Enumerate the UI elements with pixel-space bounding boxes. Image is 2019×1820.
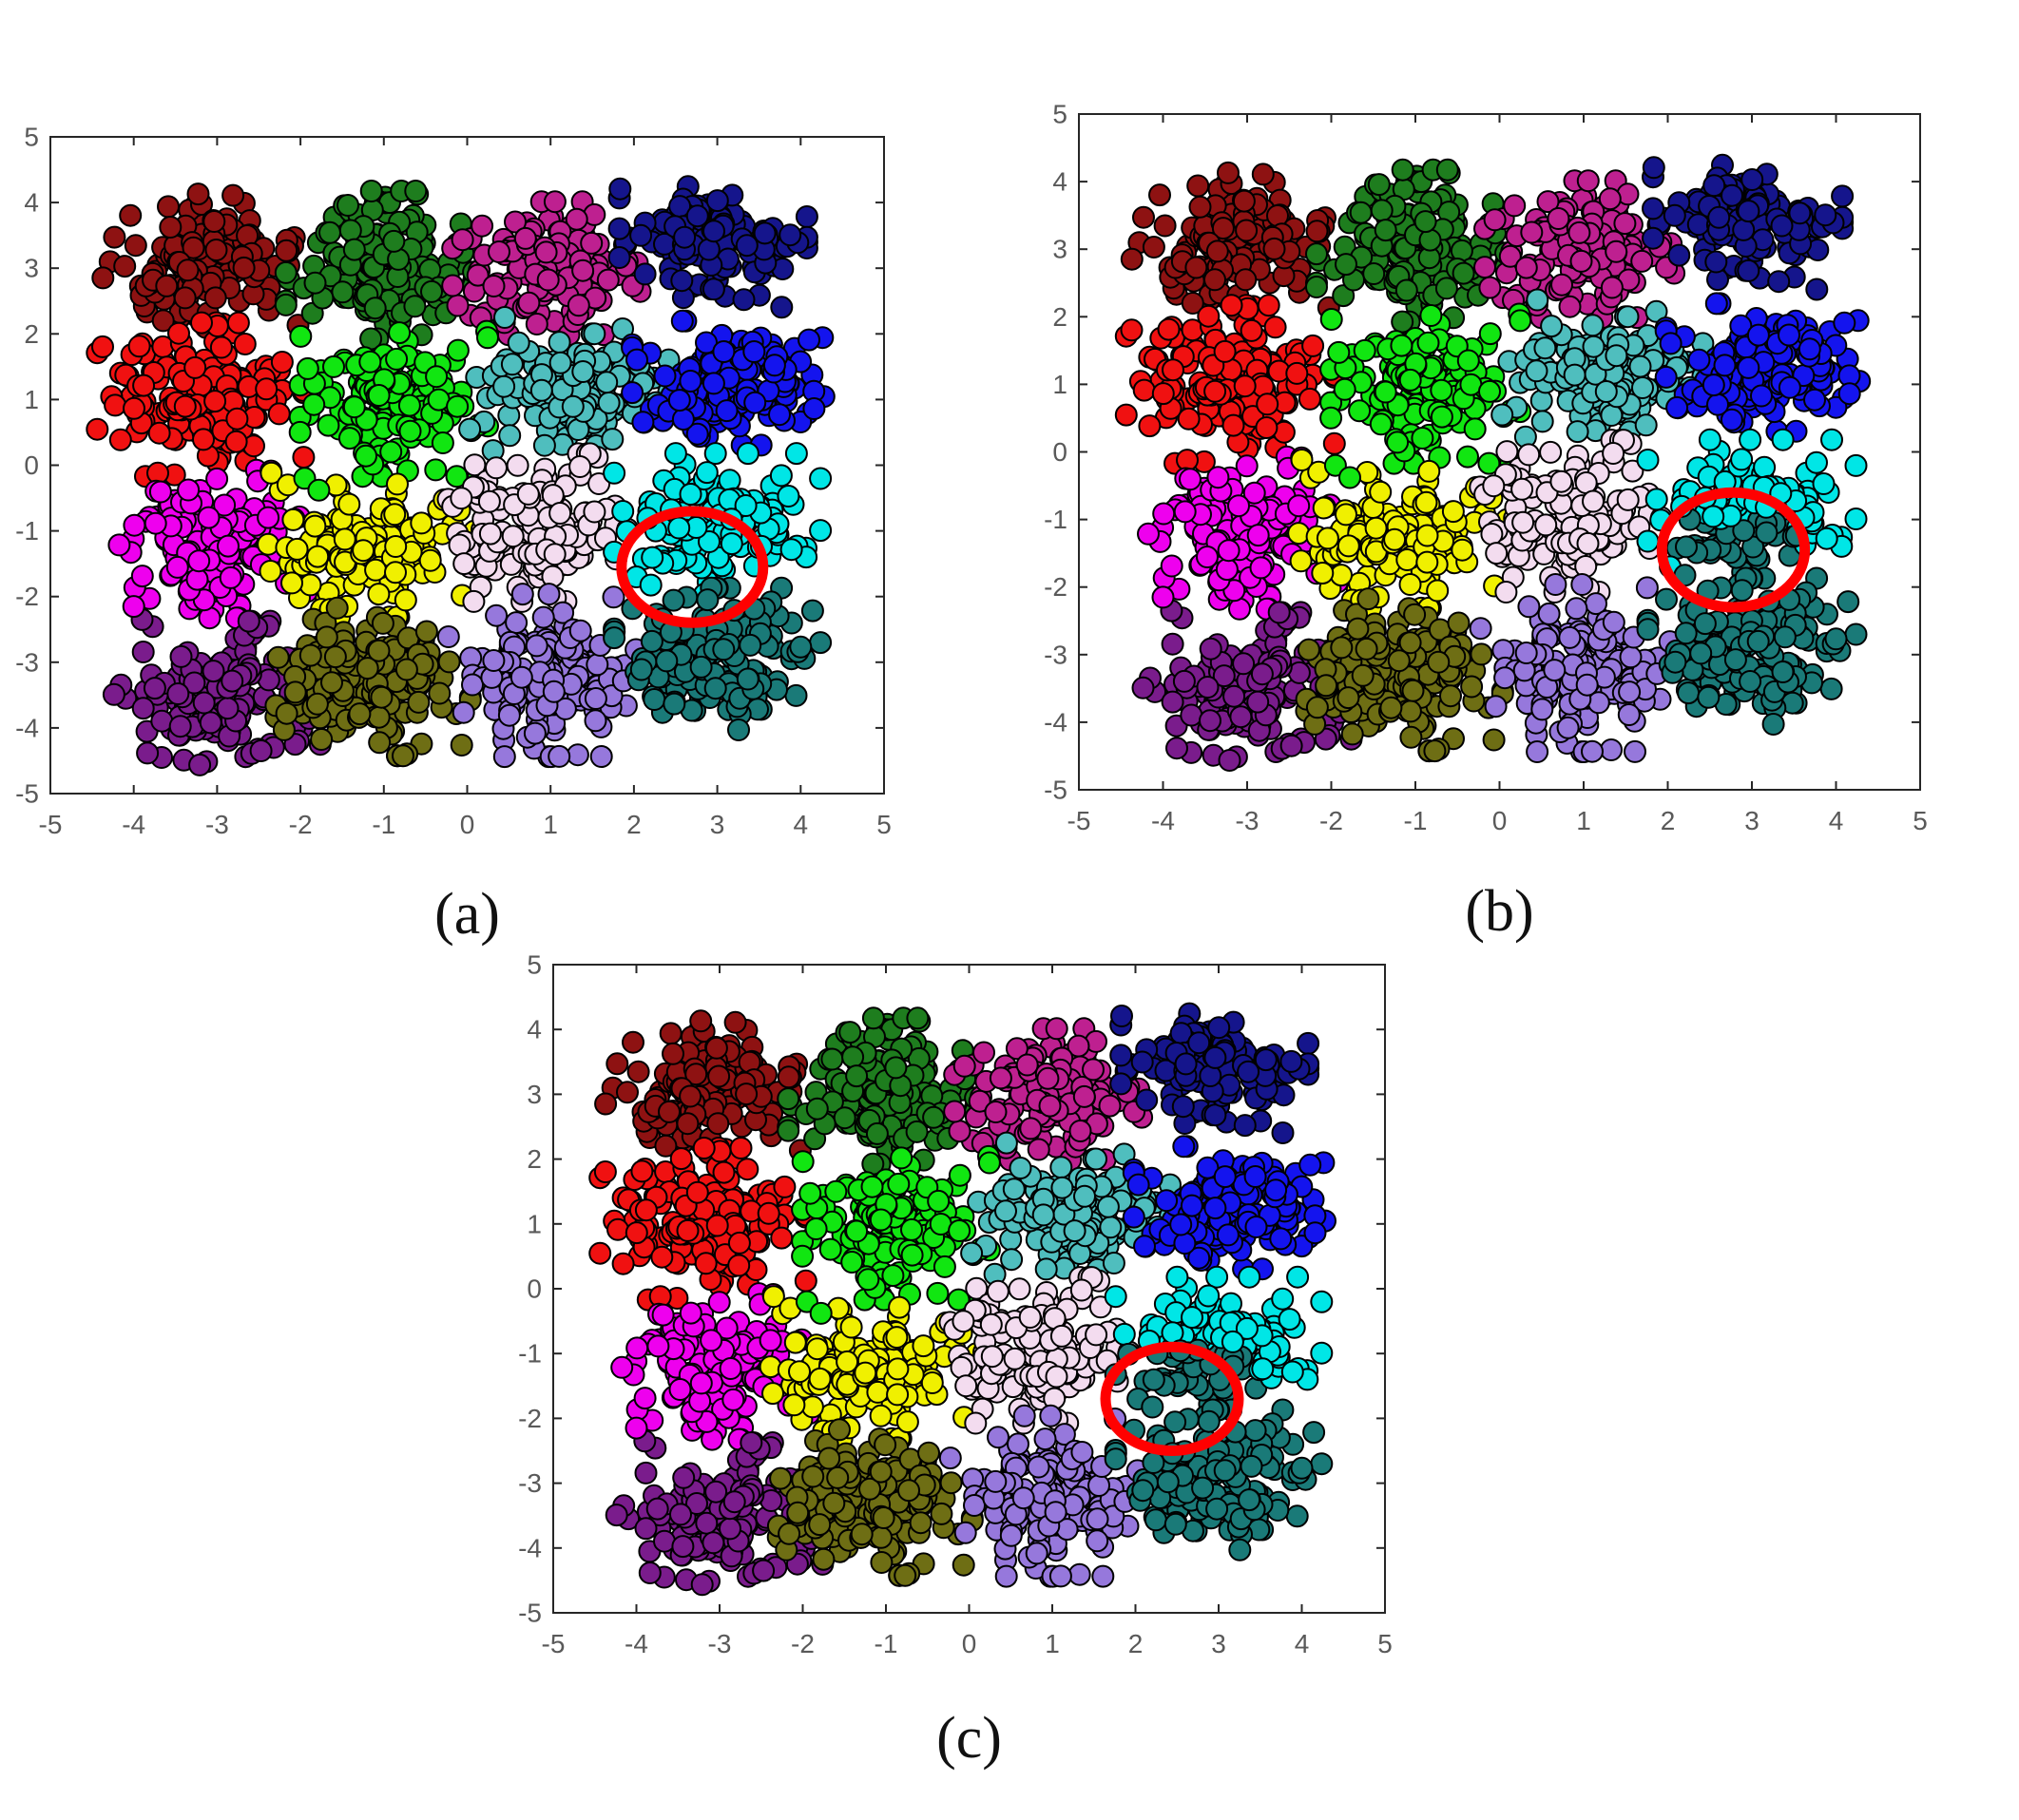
svg-text:5: 5 [1913,806,1928,835]
svg-text:-1: -1 [1404,806,1428,835]
svg-text:0: 0 [1052,437,1067,467]
svg-text:-1: -1 [518,1339,542,1369]
svg-text:-4: -4 [1044,707,1067,737]
svg-text:-2: -2 [289,810,313,839]
svg-text:-1: -1 [875,1629,898,1658]
svg-text:-4: -4 [1151,806,1175,835]
svg-text:5: 5 [24,123,39,152]
svg-text:-2: -2 [1044,572,1067,602]
svg-text:4: 4 [527,1015,542,1044]
svg-text:-4: -4 [518,1533,542,1562]
svg-text:5: 5 [1377,1629,1393,1658]
panel-caption-a: (a) [434,882,500,947]
svg-text:-4: -4 [15,713,39,742]
svg-text:5: 5 [876,810,892,839]
svg-text:3: 3 [24,254,39,283]
svg-text:-1: -1 [372,810,395,839]
svg-text:4: 4 [24,188,39,218]
panel-caption-c: (c) [936,1706,1002,1771]
svg-text:-1: -1 [15,516,39,546]
svg-text:1: 1 [1045,1629,1060,1658]
svg-text:0: 0 [527,1274,542,1304]
svg-text:4: 4 [1295,1629,1310,1658]
svg-text:5: 5 [527,950,542,980]
svg-text:-5: -5 [39,810,63,839]
svg-text:-4: -4 [625,1629,648,1658]
svg-text:-3: -3 [1044,640,1067,669]
svg-text:4: 4 [794,810,809,839]
svg-text:3: 3 [527,1080,542,1109]
svg-text:-2: -2 [1319,806,1343,835]
svg-text:3: 3 [1052,235,1067,264]
svg-text:-5: -5 [1067,806,1091,835]
svg-text:-2: -2 [15,582,39,611]
svg-text:2: 2 [24,319,39,349]
svg-text:1: 1 [1052,370,1067,399]
svg-text:1: 1 [24,385,39,414]
svg-text:5: 5 [1052,100,1067,129]
svg-text:0: 0 [24,450,39,480]
svg-text:3: 3 [710,810,725,839]
svg-text:3: 3 [1744,806,1759,835]
svg-text:-2: -2 [791,1629,815,1658]
svg-text:-3: -3 [205,810,229,839]
svg-text:2: 2 [1052,302,1067,332]
scatter-plot-c: -5 -4 -3 -2 -1 0 1 2 3 4 5 -5 -4 -3 -2 -1 0 1 2 3 4 5 [518,950,1393,1659]
svg-text:3: 3 [1211,1629,1226,1658]
svg-text:-5: -5 [15,779,39,809]
svg-text:0: 0 [460,810,475,839]
svg-text:1: 1 [527,1209,542,1238]
svg-text:2: 2 [1128,1629,1144,1658]
svg-text:4: 4 [1829,806,1844,835]
svg-text:2: 2 [1661,806,1676,835]
svg-text:-3: -3 [15,647,39,677]
svg-text:-2: -2 [518,1404,542,1433]
svg-text:-3: -3 [1236,806,1259,835]
svg-text:-5: -5 [542,1629,566,1658]
svg-text:-3: -3 [518,1468,542,1498]
svg-text:0: 0 [962,1629,977,1658]
svg-text:-1: -1 [1044,505,1067,534]
svg-text:-5: -5 [518,1599,542,1628]
panel-caption-b: (b) [1465,879,1534,944]
svg-text:1: 1 [543,810,558,839]
svg-text:-5: -5 [1044,776,1067,805]
svg-text:1: 1 [1576,806,1591,835]
scatter-plot-b: -5 -4 -3 -2 -1 0 1 2 3 4 5 -5 -4 -3 -2 -1 0 1 2 3 4 5 [1044,100,1928,836]
svg-text:4: 4 [1052,167,1067,197]
svg-text:-4: -4 [122,810,145,839]
svg-text:2: 2 [527,1144,542,1174]
svg-text:-3: -3 [708,1629,732,1658]
svg-text:2: 2 [626,810,642,839]
scatter-plot-a: -5 -4 -3 -2 -1 0 1 2 3 4 5 -5 -4 -3 -2 -1 0 1 2 3 4 5 [15,123,892,840]
svg-text:0: 0 [1492,806,1508,835]
